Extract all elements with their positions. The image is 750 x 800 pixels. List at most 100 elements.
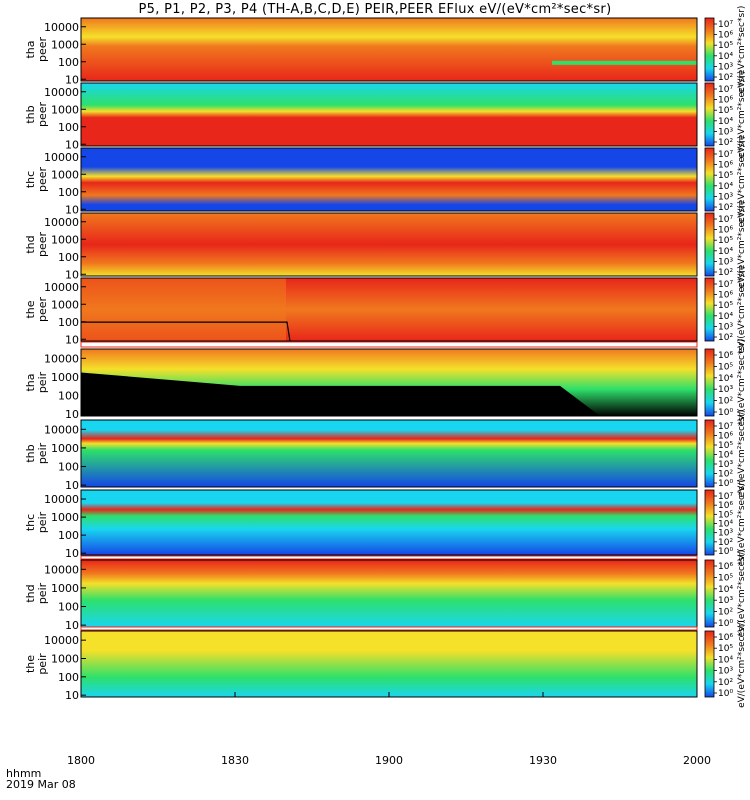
- panel-quantity-label: peir: [36, 442, 49, 464]
- panel-quantity-label: peer: [36, 167, 49, 193]
- y-tick-label: 1000: [51, 511, 79, 524]
- y-tick-label: 10000: [44, 21, 79, 34]
- colorbar-tick-label: 10³: [718, 127, 733, 137]
- y-tick-label: 100: [58, 316, 79, 329]
- y-tick-label: 1000: [51, 298, 79, 311]
- colorbar-tha-peer: [704, 17, 715, 82]
- y-tick-label: 10: [65, 619, 79, 632]
- panel-separator: [80, 341, 698, 348]
- y-tick-label: 10000: [44, 216, 79, 229]
- colorbar-title: eV/(eV*cm²*sec*sr): [737, 201, 747, 289]
- colorbar-thc-peir: [704, 489, 715, 556]
- colorbar-tick-label: 10³: [718, 460, 733, 470]
- x-tick-label: 1900: [375, 754, 403, 767]
- y-tick-label: 10000: [44, 563, 79, 576]
- colorbar-tick-label: 10³: [718, 257, 733, 267]
- colorbar-tick-label: 10⁵: [718, 301, 733, 311]
- panel-probe-label: tha: [24, 373, 37, 391]
- panel-probe-label: thb: [24, 105, 37, 123]
- colorbar-tick-label: 10⁰: [718, 408, 733, 418]
- y-tick-label: 10000: [44, 281, 79, 294]
- panel-quantity-label: peer: [36, 102, 49, 128]
- panel-quantity-label: peer: [36, 37, 49, 63]
- panel-frame: [80, 212, 698, 277]
- colorbar-tick-label: 10³: [718, 596, 733, 606]
- colorbar-tick-label: 10²: [718, 73, 733, 83]
- panel-quantity-label: peir: [36, 582, 49, 604]
- y-tick-label: 10: [65, 333, 79, 346]
- colorbar-tick-label: 10⁴: [718, 585, 733, 595]
- colorbar-title: eV/(eV*cm²*sec*sr): [737, 550, 747, 638]
- spectrogram-thd-peer: [81, 213, 697, 276]
- colorbar-thd-peir: [704, 559, 715, 628]
- overlay-band: [81, 278, 286, 341]
- colorbar-tick-label: 10⁰: [718, 619, 733, 629]
- colorbar-tick-label: 10⁷: [718, 492, 733, 502]
- colorbar-tick-label: 10⁶: [718, 31, 733, 41]
- colorbar-tick-label: 10⁵: [718, 236, 733, 246]
- colorbar-tick-label: 10⁶: [718, 161, 733, 171]
- y-tick-label: 1000: [51, 442, 79, 455]
- colorbar-tick-label: 10⁷: [718, 422, 733, 432]
- x-tick-label: 1800: [67, 754, 95, 767]
- colorbar-tick-label: 10³: [718, 192, 733, 202]
- y-tick-label: 1000: [51, 371, 79, 384]
- panel-probe-label: tha: [24, 40, 37, 58]
- y-tick-label: 1000: [51, 653, 79, 666]
- colorbar-title: eV/(eV*cm²*sec*sr): [737, 136, 747, 224]
- y-tick-label: 1000: [51, 582, 79, 595]
- y-tick-label: 10: [65, 547, 79, 560]
- colorbar-tick-label: 10⁵: [718, 41, 733, 51]
- colorbar-title: eV/(eV*cm²*sec*sr): [737, 71, 747, 159]
- colorbar-tick-label: 10⁵: [718, 171, 733, 181]
- colorbar-tick-label: 10⁵: [718, 362, 733, 372]
- y-tick-label: 10000: [44, 634, 79, 647]
- panel-separator: [80, 626, 698, 631]
- colorbar-tick-label: 10²: [718, 470, 733, 480]
- y-tick-label: 1000: [51, 103, 79, 116]
- colorbar-tick-label: 10²: [718, 203, 733, 213]
- panel-probe-label: thb: [24, 444, 37, 462]
- colorbar-tick-label: 10²: [718, 268, 733, 278]
- panel-frame: [80, 82, 698, 147]
- panel-quantity-label: peir: [36, 511, 49, 533]
- y-tick-label: 100: [58, 390, 79, 403]
- colorbar-tick-label: 10⁰: [718, 479, 733, 489]
- panel-probe-label: thc: [24, 171, 37, 188]
- colorbar-tick-label: 10⁴: [718, 655, 733, 665]
- panel-frame: [80, 147, 698, 212]
- chart-title: P5, P1, P2, P3, P4 (TH-A,B,C,D,E) PEIR,P…: [138, 2, 612, 17]
- colorbar-tick-label: 10²: [718, 397, 733, 407]
- date-label: 2019 Mar 08: [6, 778, 76, 791]
- colorbar-tick-label: 10⁶: [718, 633, 733, 643]
- colorbar-tick-label: 10⁴: [718, 117, 733, 127]
- colorbar-tick-label: 10⁴: [718, 312, 733, 322]
- colorbar-thc-peer: [704, 147, 715, 212]
- colorbar-tick-label: 10⁶: [718, 351, 733, 361]
- colorbar-tick-label: 10⁵: [718, 644, 733, 654]
- y-tick-label: 1000: [51, 168, 79, 181]
- y-tick-label: 10: [65, 268, 79, 281]
- colorbar-tick-label: 10⁵: [718, 510, 733, 520]
- colorbar-tick-label: 10⁶: [718, 96, 733, 106]
- colorbar-tick-label: 10⁴: [718, 374, 733, 384]
- no-data-region: [81, 372, 600, 416]
- panel-quantity-label: peer: [36, 232, 49, 258]
- spectrogram-thb-peir: [81, 420, 697, 487]
- trace-line: [81, 321, 291, 342]
- panel-probe-label: the: [24, 300, 37, 318]
- colorbar-tick-label: 10⁵: [718, 106, 733, 116]
- spectrogram-thc-peer: [81, 148, 697, 211]
- y-tick-label: 100: [58, 601, 79, 614]
- colorbar-the-peir: [704, 630, 715, 698]
- panel-frame: [80, 17, 698, 82]
- colorbar-title: eV/(eV*cm²*sec*sr): [737, 339, 747, 427]
- colorbar-tick-label: 10⁴: [718, 182, 733, 192]
- colorbar-tick-label: 10²: [718, 333, 733, 343]
- colorbar-tick-label: 10²: [718, 538, 733, 548]
- y-tick-label: 10: [65, 408, 79, 421]
